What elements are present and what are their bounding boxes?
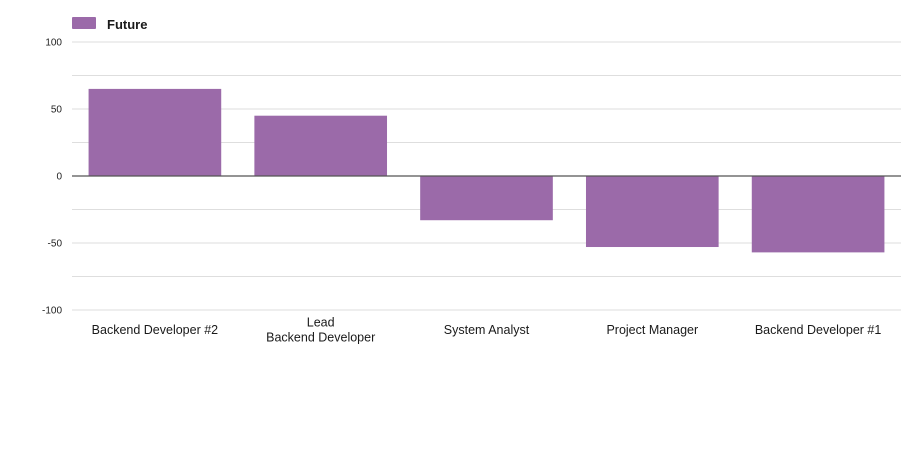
- x-category-label: Backend Developer #1: [755, 323, 882, 337]
- legend: Future: [72, 17, 147, 32]
- bar: [254, 115, 388, 176]
- bar: [88, 88, 222, 176]
- y-tick-label: 50: [51, 105, 63, 116]
- legend-swatch: [72, 17, 96, 29]
- bar: [751, 176, 885, 253]
- x-category-label: Project Manager: [606, 323, 698, 337]
- y-tick-label: 0: [56, 172, 62, 183]
- x-category-label: System Analyst: [444, 323, 530, 337]
- bar: [585, 176, 719, 248]
- legend-label-future: Future: [107, 17, 147, 32]
- y-axis-tick-labels: 100 50 0 -50 -100: [42, 38, 62, 317]
- x-axis-category-labels: Backend Developer #2 Lead Backend Develope…: [92, 316, 882, 345]
- y-tick-label: -100: [42, 306, 62, 317]
- bar: [420, 176, 553, 221]
- bars: [88, 88, 885, 253]
- y-tick-label: 100: [45, 38, 62, 49]
- x-category-label: Backend Developer #2: [92, 323, 219, 337]
- y-tick-label: -50: [48, 239, 63, 250]
- x-category-label: Lead Backend Developer: [266, 316, 375, 345]
